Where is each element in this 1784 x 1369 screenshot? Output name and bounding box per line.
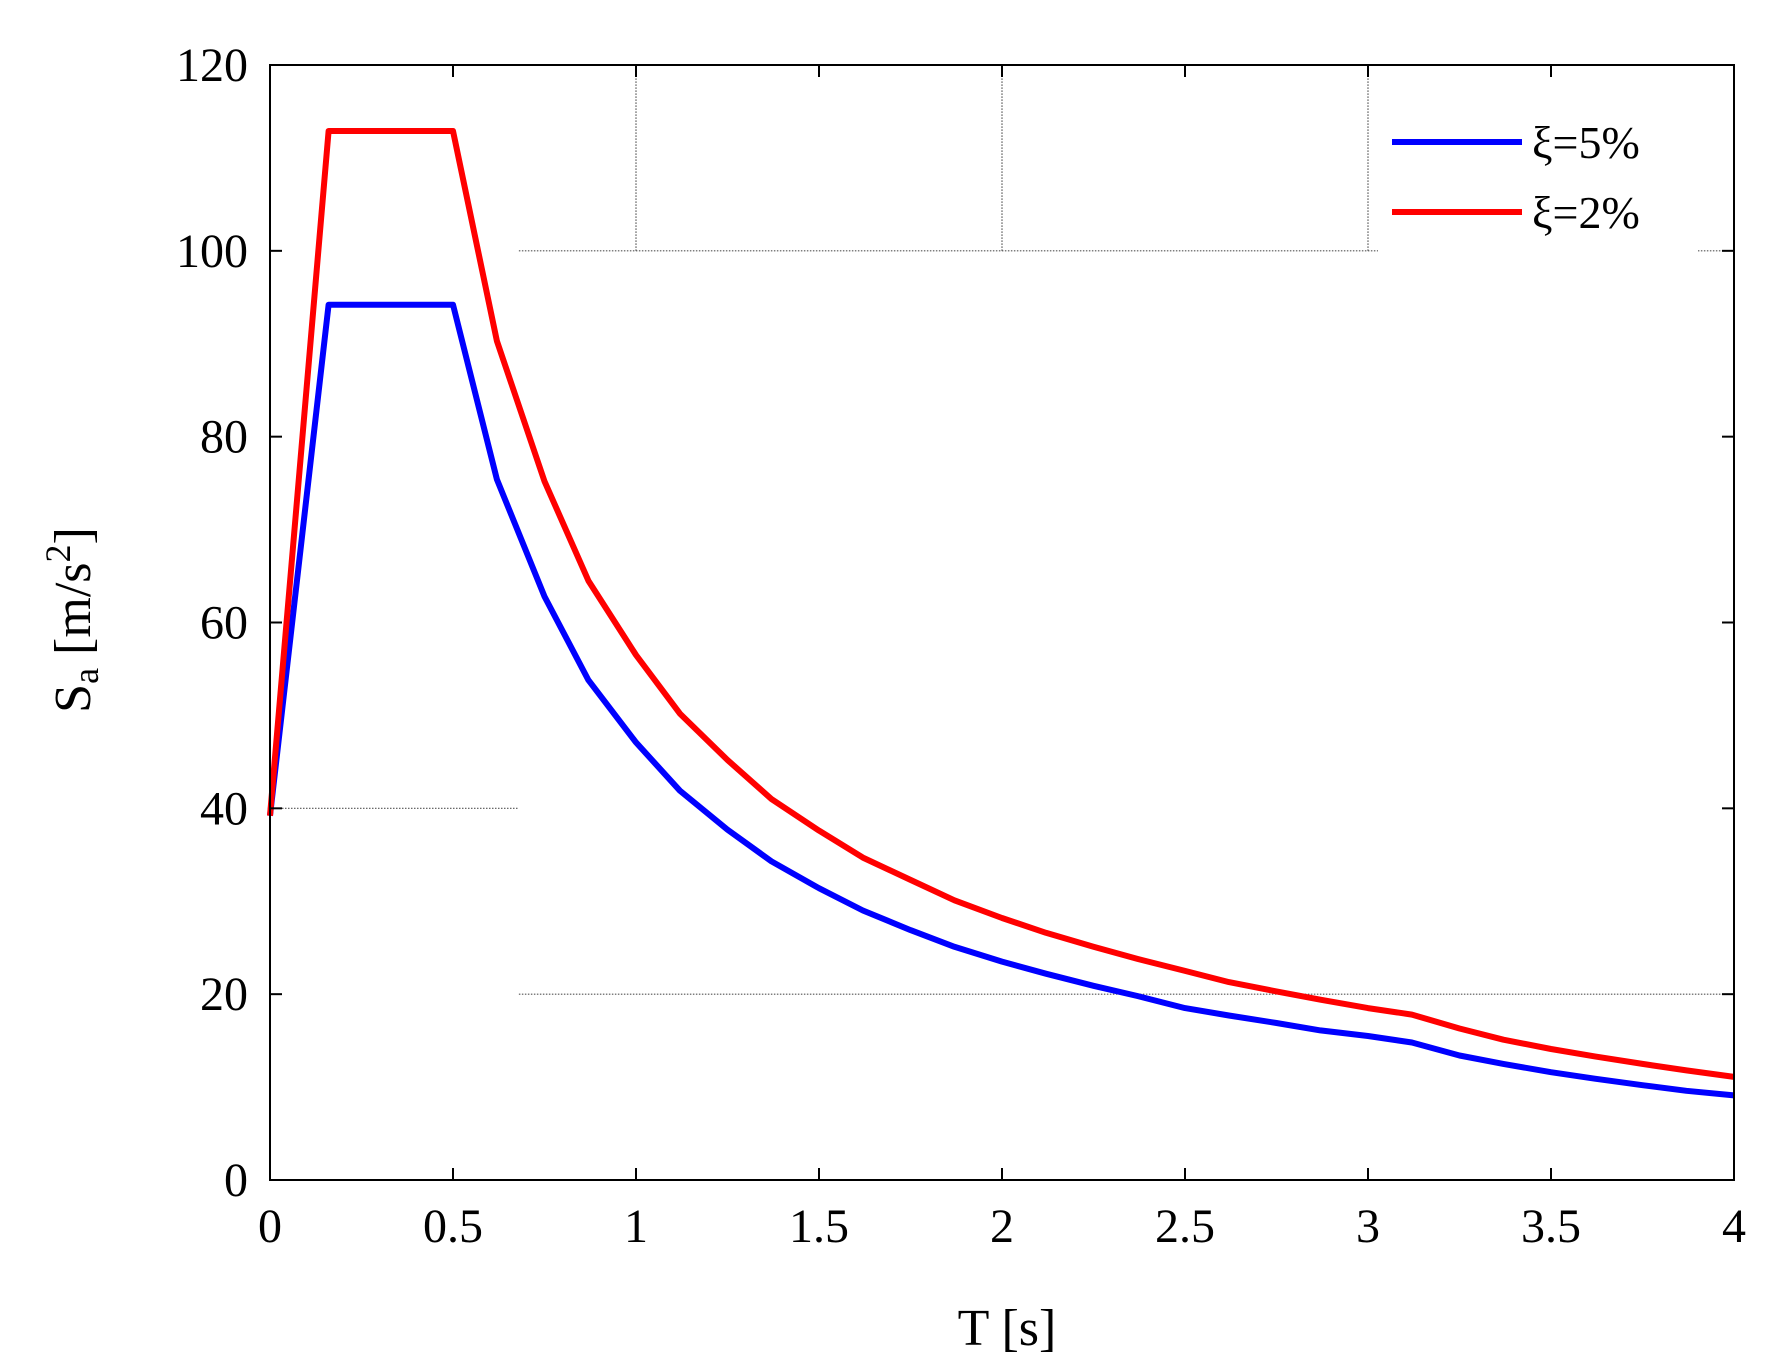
y-tick-label: 100 xyxy=(176,225,248,278)
legend-box xyxy=(1378,108,1698,252)
y-axis-label-unit-close: ] xyxy=(45,527,102,544)
y-tick-label: 20 xyxy=(200,968,248,1021)
x-tick-labels: 0 0.5 1 1.5 2 2.5 3 3.5 4 xyxy=(258,1200,1746,1253)
series-lines xyxy=(267,128,1735,1099)
series-line-0 xyxy=(267,301,1735,1099)
x-tick-label: 0.5 xyxy=(423,1200,483,1253)
y-tick-label: 80 xyxy=(200,411,248,464)
y-axis-label-superscript: 2 xyxy=(38,544,78,562)
grid-lines xyxy=(270,65,1734,995)
x-tick-label: 3 xyxy=(1356,1200,1380,1253)
y-tick-labels: 0 20 40 60 80 100 120 xyxy=(176,39,248,1207)
series-line-1 xyxy=(267,128,1735,1080)
x-axis-label: T [s] xyxy=(958,1300,1057,1357)
legend: ξ=5% ξ=2% xyxy=(1378,108,1698,252)
y-tick-label: 120 xyxy=(176,39,248,92)
y-axis-label-subscript: a xyxy=(66,668,106,684)
axis-ticks xyxy=(269,64,1735,1181)
y-axis-label-group: Sa [m/s2] xyxy=(38,527,106,713)
y-axis-label-base: S xyxy=(45,684,102,713)
y-axis-label: Sa [m/s2] xyxy=(38,527,106,713)
y-tick-label: 0 xyxy=(224,1154,248,1207)
x-tick-label: 4 xyxy=(1722,1200,1746,1253)
legend-label-series-1: ξ=2% xyxy=(1532,187,1640,238)
x-tick-label: 1.5 xyxy=(789,1200,849,1253)
x-tick-label: 0 xyxy=(258,1200,282,1253)
x-tick-label: 1 xyxy=(624,1200,648,1253)
x-tick-label: 2 xyxy=(990,1200,1014,1253)
y-axis-label-unit-open: [m/s xyxy=(45,562,102,667)
y-tick-label: 40 xyxy=(200,782,248,835)
x-tick-label: 3.5 xyxy=(1521,1200,1581,1253)
x-tick-label: 2.5 xyxy=(1155,1200,1215,1253)
y-tick-label: 60 xyxy=(200,597,248,650)
legend-label-series-0: ξ=5% xyxy=(1532,117,1640,168)
